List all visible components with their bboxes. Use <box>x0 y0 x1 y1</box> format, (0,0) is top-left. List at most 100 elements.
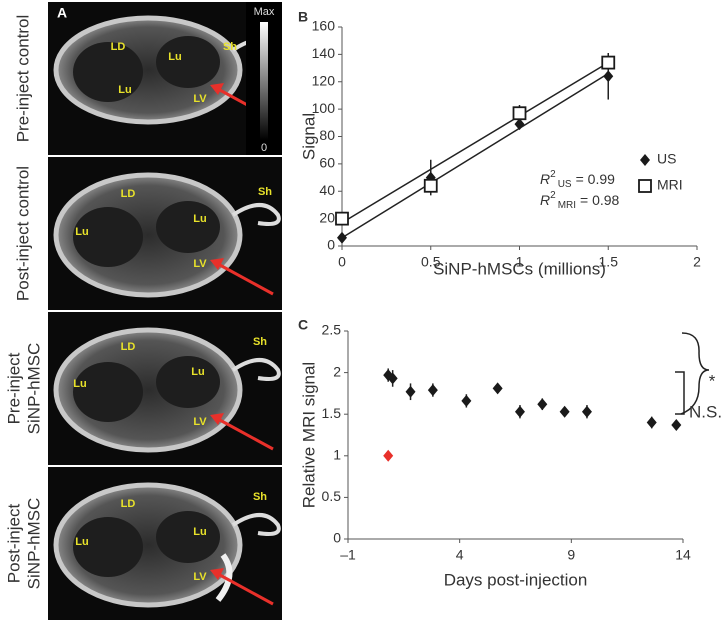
anatomy-label: LV <box>193 571 207 583</box>
lung-right <box>156 201 220 253</box>
arrow-head <box>210 258 224 270</box>
arrow-shaft <box>217 572 274 606</box>
anatomy-label: Lu <box>193 213 206 225</box>
r-subscript: US <box>558 179 572 190</box>
fit-line <box>341 61 609 224</box>
anatomy-label: Lu <box>193 526 206 538</box>
legend-marker <box>638 179 652 193</box>
row-title: Post-inject control <box>13 166 32 301</box>
arrow-head <box>210 413 224 425</box>
marker <box>646 416 657 429</box>
anatomy-label: LV <box>193 93 207 105</box>
y-tick-label: 1 <box>333 447 341 463</box>
row-title: Pre-inject <box>4 352 23 424</box>
mri-image: LD Lu Lu LV Sh <box>48 467 282 620</box>
anatomy-label: Lu <box>191 366 204 378</box>
marker <box>537 398 548 411</box>
lung-right <box>156 511 220 563</box>
arrow-shaft <box>217 262 274 296</box>
lung-left <box>73 42 143 102</box>
fit-line <box>341 72 609 239</box>
y-tick-label: 0 <box>327 237 335 253</box>
x-tick-label: 1 <box>516 254 524 270</box>
r-symbol: R <box>540 192 550 208</box>
marker <box>387 372 398 385</box>
colorbar <box>260 22 268 140</box>
arrow-head <box>210 83 224 95</box>
anatomy-label: LV <box>193 258 207 270</box>
brace <box>680 332 710 415</box>
panel-label: A <box>57 5 67 21</box>
arrow-head <box>210 568 224 580</box>
marker <box>512 106 527 121</box>
mri-image: LD Lu Lu LV Sh <box>48 157 282 310</box>
marker <box>337 231 347 244</box>
lung-left <box>73 517 143 577</box>
r-power: 2 <box>550 169 556 180</box>
anatomy-label: Sh <box>223 41 237 53</box>
x-tick-label: 0.5 <box>421 254 441 270</box>
marker <box>559 405 570 418</box>
r-value: = 0.98 <box>580 192 620 208</box>
x-tick-label: 1.5 <box>599 254 619 270</box>
spine-tail <box>231 513 281 536</box>
r-squared: R2US = 0.99 <box>540 169 615 190</box>
anatomy-label: LV <box>193 416 207 428</box>
row-title: Pre-inject control <box>13 15 32 143</box>
marker <box>514 118 525 131</box>
y-tick-label: 2 <box>333 363 341 379</box>
y-tick-label: 100 <box>312 100 336 116</box>
r-squared: R2MRI = 0.98 <box>540 190 620 211</box>
mri-image: LD Lu Lu LV Sh <box>48 2 282 155</box>
r-subscript: MRI <box>558 200 576 211</box>
y-tick-label: 2.5 <box>322 322 342 338</box>
x-tick-label: 14 <box>675 547 691 563</box>
y-tick-label: 120 <box>312 72 336 88</box>
row-title: SiNP-hMSC <box>24 343 43 435</box>
lung-left <box>73 362 143 422</box>
x-tick-label: 9 <box>567 547 575 563</box>
marker <box>601 55 616 70</box>
spine-tail <box>231 358 281 381</box>
anatomy-label: Sh <box>253 336 267 348</box>
anatomy-label: LD <box>121 341 136 353</box>
row-title: SiNP-hMSC <box>24 498 43 590</box>
x-tick-label: 0 <box>338 254 346 270</box>
significance: * <box>709 371 716 390</box>
x-tick-label: 4 <box>456 547 464 563</box>
y-tick-label: 80 <box>319 127 335 143</box>
spine-tail <box>231 203 281 226</box>
marker <box>423 178 438 193</box>
y-tick-label: 1.5 <box>322 405 342 421</box>
significance: N.S. <box>689 402 722 421</box>
y-tick-label: 160 <box>312 18 336 34</box>
legend-label: MRI <box>657 177 683 193</box>
y-axis-label: Signal <box>299 113 318 160</box>
r-symbol: R <box>540 171 550 187</box>
colorbar-min: 0 <box>261 142 267 154</box>
anatomy-label: Lu <box>73 378 86 390</box>
r-value: = 0.99 <box>576 171 616 187</box>
marker <box>514 405 525 418</box>
panel-label: B <box>298 9 308 25</box>
y-tick-label: 0 <box>333 530 341 546</box>
x-axis-label: Days post-injection <box>444 570 588 589</box>
marker <box>671 419 682 432</box>
y-tick-label: 40 <box>319 182 335 198</box>
y-tick-label: 140 <box>312 45 336 61</box>
legend-label: US <box>657 151 676 167</box>
colorbar-max: Max <box>254 6 275 18</box>
lv-signal <box>215 553 233 602</box>
anatomy-label: LD <box>121 188 136 200</box>
anatomy-label: LD <box>111 41 126 53</box>
anatomy-label: Lu <box>75 226 88 238</box>
marker <box>492 382 503 395</box>
r-power: 2 <box>550 190 556 201</box>
arrow-shaft <box>217 417 274 451</box>
anatomy-label: Sh <box>258 186 272 198</box>
ns-bracket <box>675 371 685 415</box>
lung-right <box>156 36 220 88</box>
marker <box>461 394 472 407</box>
marker <box>383 449 394 462</box>
x-tick-label: 2 <box>693 254 701 270</box>
